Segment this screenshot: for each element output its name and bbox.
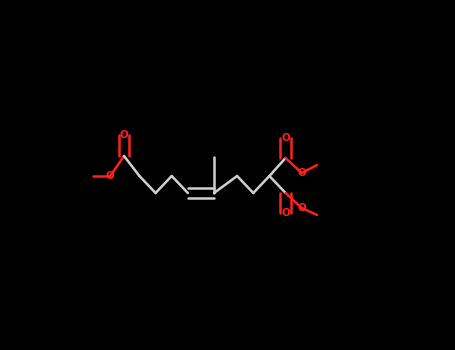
Text: O: O [120, 130, 128, 140]
Text: O: O [298, 203, 306, 213]
Text: O: O [298, 168, 306, 178]
Text: O: O [281, 208, 290, 218]
Text: O: O [106, 171, 115, 181]
Text: O: O [281, 133, 290, 143]
